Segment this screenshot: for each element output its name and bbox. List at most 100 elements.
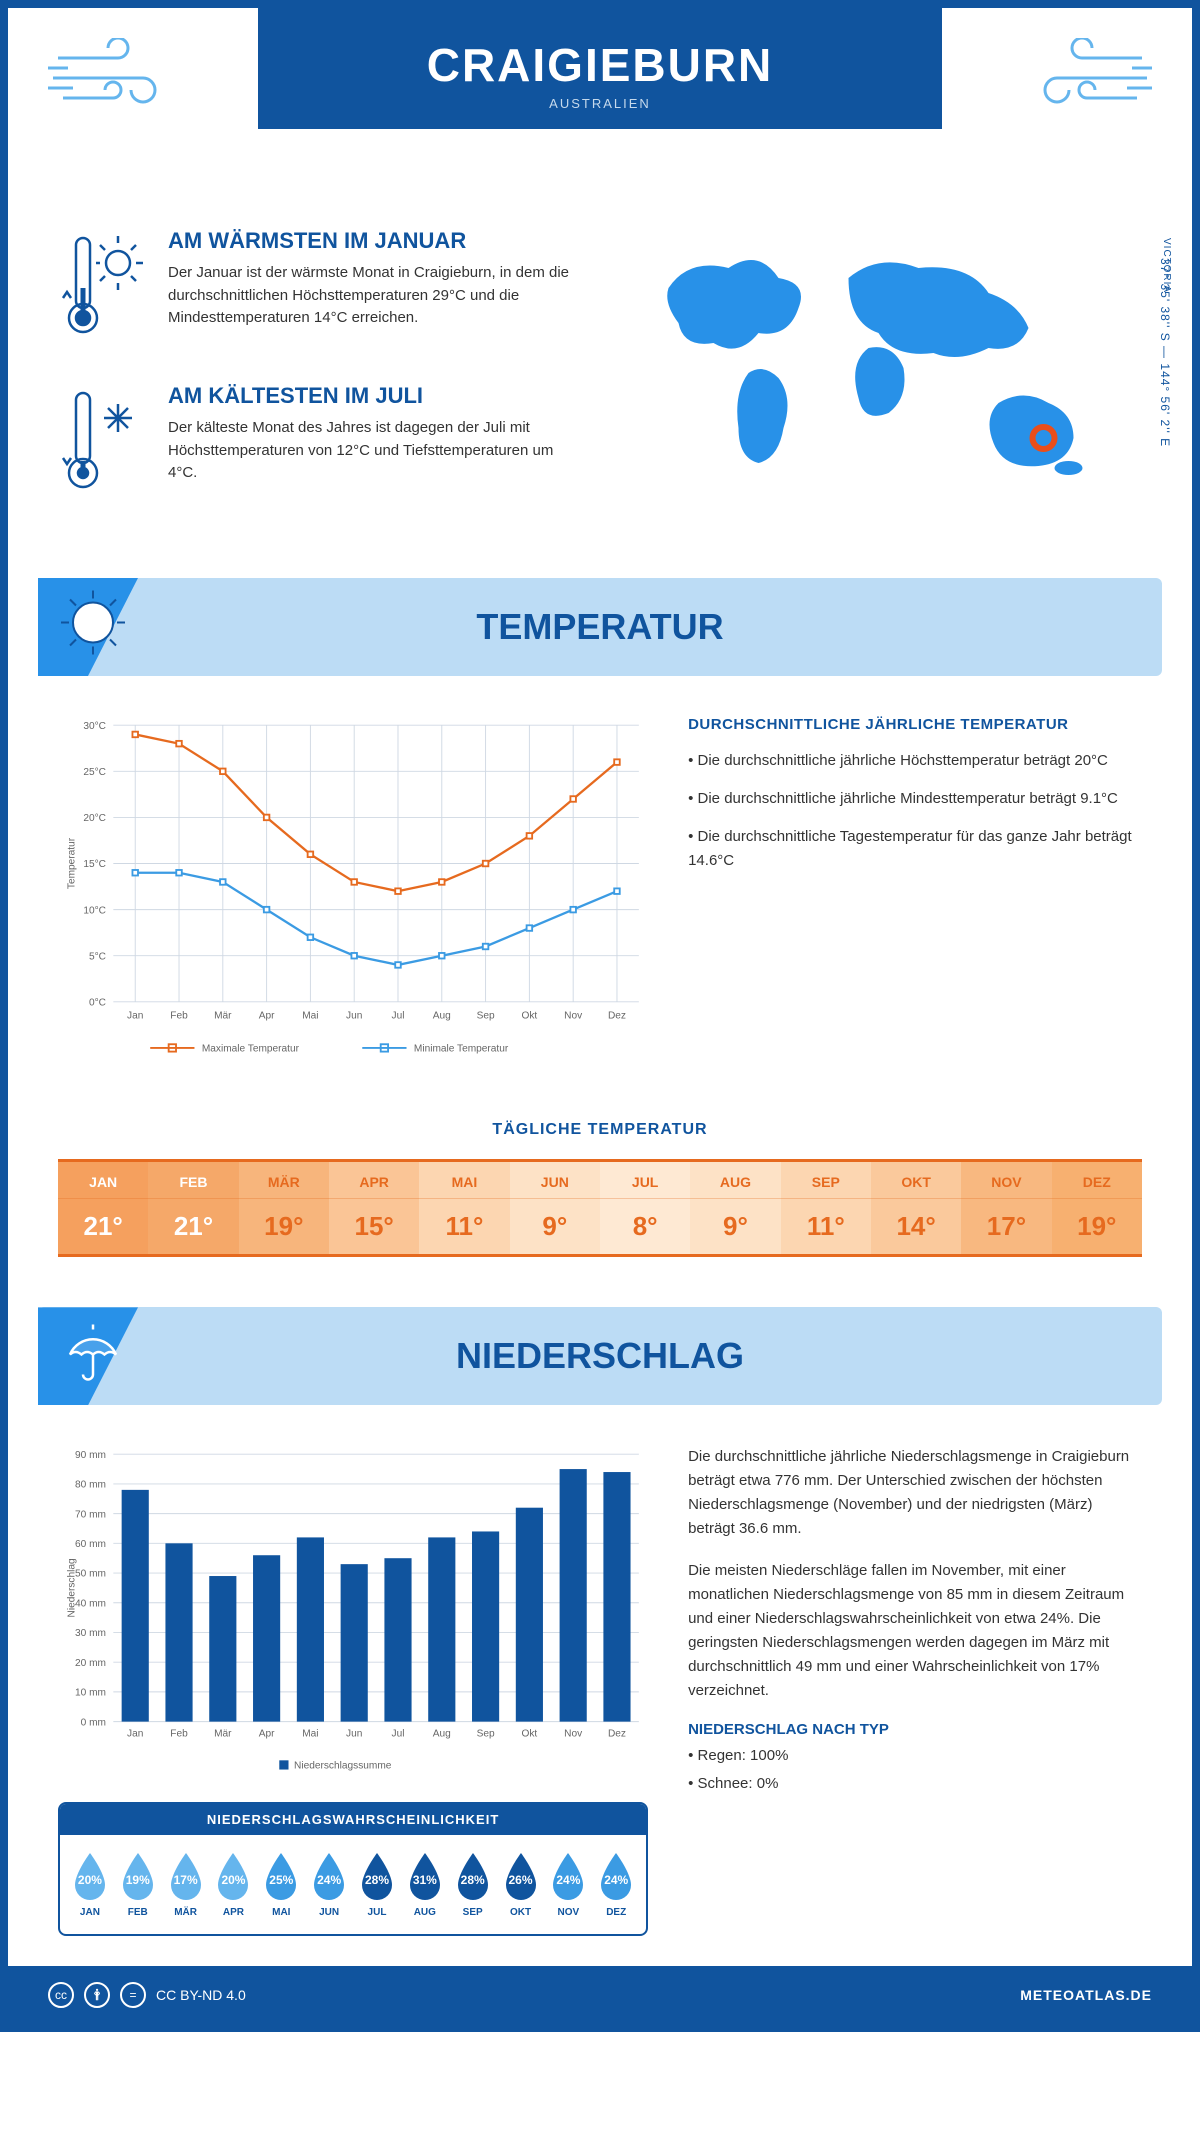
- month-cell: FEB21°: [148, 1162, 238, 1254]
- prob-drop: 26%OKT: [499, 1851, 543, 1918]
- country-subtitle: AUSTRALIEN: [278, 96, 922, 111]
- prob-drop: 25%MAI: [259, 1851, 303, 1918]
- precip-para-1: Die durchschnittliche jährliche Niedersc…: [688, 1445, 1142, 1541]
- month-cell: JAN21°: [58, 1162, 148, 1254]
- cc-icon: cc: [48, 1982, 74, 2008]
- prob-title: NIEDERSCHLAGSWAHRSCHEINLICHKEIT: [60, 1804, 646, 1835]
- svg-text:Nov: Nov: [564, 1729, 583, 1740]
- svg-text:50 mm: 50 mm: [75, 1569, 106, 1580]
- month-cell: JUL8°: [600, 1162, 690, 1254]
- site-name: METEOATLAS.DE: [1020, 1987, 1152, 2003]
- month-cell: APR15°: [329, 1162, 419, 1254]
- world-map: [615, 228, 1142, 488]
- svg-text:10 mm: 10 mm: [75, 1688, 106, 1699]
- svg-text:25°C: 25°C: [83, 767, 106, 778]
- thermometer-sun-icon: [58, 228, 148, 353]
- prob-drop: 19%FEB: [116, 1851, 160, 1918]
- precip-snow: • Schnee: 0%: [688, 1772, 1142, 1796]
- precipitation-banner: NIEDERSCHLAG: [38, 1307, 1162, 1405]
- month-cell: OKT14°: [871, 1162, 961, 1254]
- svg-text:Sep: Sep: [477, 1010, 495, 1021]
- month-cell: SEP11°: [781, 1162, 871, 1254]
- svg-text:Sep: Sep: [477, 1729, 495, 1740]
- fact-warm-text: Der Januar ist der wärmste Monat in Crai…: [168, 262, 585, 330]
- thermometer-snow-icon: [58, 383, 148, 508]
- svg-text:Temperatur: Temperatur: [67, 837, 78, 889]
- title-ribbon: CRAIGIEBURN AUSTRALIEN: [258, 8, 942, 129]
- svg-text:Maximale Temperatur: Maximale Temperatur: [202, 1044, 300, 1055]
- temp-bullet-0: • Die durchschnittliche jährliche Höchst…: [688, 749, 1142, 773]
- prob-drop: 24%NOV: [546, 1851, 590, 1918]
- precip-para-2: Die meisten Niederschläge fallen im Nove…: [688, 1559, 1142, 1703]
- svg-text:40 mm: 40 mm: [75, 1599, 106, 1610]
- month-cell: MÄR19°: [239, 1162, 329, 1254]
- header: CRAIGIEBURN AUSTRALIEN: [8, 8, 1192, 208]
- svg-text:30°C: 30°C: [83, 721, 106, 732]
- svg-text:0°C: 0°C: [89, 998, 106, 1009]
- nd-icon: =: [120, 1982, 146, 2008]
- svg-text:Niederschlag: Niederschlag: [67, 1559, 78, 1618]
- prob-drop: 28%SEP: [451, 1851, 495, 1918]
- svg-text:Mär: Mär: [214, 1729, 232, 1740]
- prob-drop: 31%AUG: [403, 1851, 447, 1918]
- temp-bullet-1: • Die durchschnittliche jährliche Mindes…: [688, 787, 1142, 811]
- precipitation-bar-chart: 0 mm10 mm20 mm30 mm40 mm50 mm60 mm70 mm8…: [58, 1445, 648, 1782]
- svg-text:20°C: 20°C: [83, 813, 106, 824]
- wind-icon-left: [48, 38, 188, 123]
- umbrella-icon: [58, 1317, 128, 1396]
- svg-text:Jan: Jan: [127, 1010, 143, 1021]
- coordinates: 37° 35' 38'' S — 144° 56' 2'' E: [1158, 258, 1172, 447]
- license-text: CC BY-ND 4.0: [156, 1987, 246, 2003]
- temperature-banner: TEMPERATUR: [38, 578, 1162, 676]
- fact-coldest: AM KÄLTESTEN IM JULI Der kälteste Monat …: [58, 383, 585, 508]
- month-cell: MAI11°: [419, 1162, 509, 1254]
- svg-text:30 mm: 30 mm: [75, 1629, 106, 1640]
- svg-text:Aug: Aug: [433, 1729, 451, 1740]
- svg-text:10°C: 10°C: [83, 905, 106, 916]
- svg-text:Jan: Jan: [127, 1729, 143, 1740]
- temp-bullet-2: • Die durchschnittliche Tagestemperatur …: [688, 825, 1142, 873]
- svg-text:Okt: Okt: [521, 1729, 537, 1740]
- svg-text:Minimale Temperatur: Minimale Temperatur: [414, 1044, 509, 1055]
- svg-text:Mai: Mai: [302, 1010, 318, 1021]
- precip-banner-title: NIEDERSCHLAG: [456, 1335, 744, 1376]
- prob-drop: 24%DEZ: [594, 1851, 638, 1918]
- fact-cold-text: Der kälteste Monat des Jahres ist dagege…: [168, 417, 585, 485]
- svg-text:Feb: Feb: [170, 1010, 188, 1021]
- svg-text:Okt: Okt: [521, 1010, 537, 1021]
- by-icon: 🛉: [84, 1982, 110, 2008]
- city-title: CRAIGIEBURN: [278, 38, 922, 92]
- daily-temp-strip: JAN21°FEB21°MÄR19°APR15°MAI11°JUN9°JUL8°…: [58, 1159, 1142, 1257]
- prob-drop: 17%MÄR: [164, 1851, 208, 1918]
- svg-text:80 mm: 80 mm: [75, 1480, 106, 1491]
- svg-text:Jun: Jun: [346, 1010, 362, 1021]
- svg-text:Mär: Mär: [214, 1010, 232, 1021]
- svg-text:Dez: Dez: [608, 1729, 626, 1740]
- svg-text:15°C: 15°C: [83, 859, 106, 870]
- svg-text:Jul: Jul: [392, 1010, 405, 1021]
- month-cell: NOV17°: [961, 1162, 1051, 1254]
- svg-text:Nov: Nov: [564, 1010, 583, 1021]
- fact-warm-title: AM WÄRMSTEN IM JANUAR: [168, 228, 585, 254]
- fact-warmest: AM WÄRMSTEN IM JANUAR Der Januar ist der…: [58, 228, 585, 353]
- svg-text:Feb: Feb: [170, 1729, 188, 1740]
- daily-temp-title: TÄGLICHE TEMPERATUR: [8, 1121, 1192, 1139]
- svg-text:Apr: Apr: [259, 1729, 275, 1740]
- temperature-line-chart: 0°C5°C10°C15°C20°C25°C30°CJanFebMärAprMa…: [58, 716, 648, 1071]
- svg-text:Aug: Aug: [433, 1010, 451, 1021]
- svg-text:Niederschlagssumme: Niederschlagssumme: [294, 1761, 392, 1772]
- wind-icon-right: [1012, 38, 1152, 123]
- svg-text:Mai: Mai: [302, 1729, 318, 1740]
- svg-text:90 mm: 90 mm: [75, 1450, 106, 1461]
- fact-cold-title: AM KÄLTESTEN IM JULI: [168, 383, 585, 409]
- precip-rain: • Regen: 100%: [688, 1744, 1142, 1768]
- svg-text:20 mm: 20 mm: [75, 1658, 106, 1669]
- month-cell: JUN9°: [510, 1162, 600, 1254]
- prob-drop: 20%APR: [212, 1851, 256, 1918]
- prob-drop: 20%JAN: [68, 1851, 112, 1918]
- svg-text:60 mm: 60 mm: [75, 1539, 106, 1550]
- svg-text:Dez: Dez: [608, 1010, 626, 1021]
- svg-text:Jun: Jun: [346, 1729, 362, 1740]
- precip-type-heading: NIEDERSCHLAG NACH TYP: [688, 1721, 1142, 1738]
- svg-text:Jul: Jul: [392, 1729, 405, 1740]
